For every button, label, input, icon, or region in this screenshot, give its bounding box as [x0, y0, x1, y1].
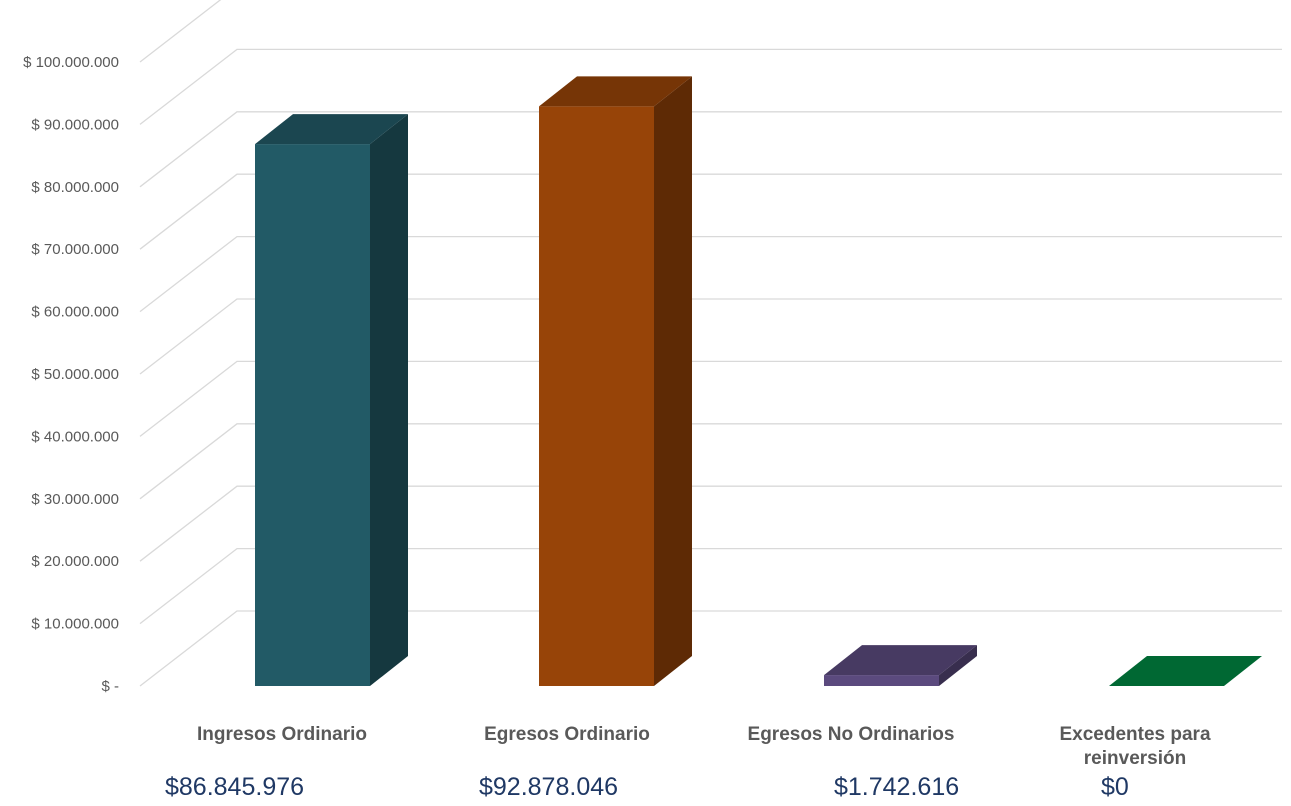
category-labels: Ingresos Ordinario Egresos Ordinario Egres… [197, 724, 1211, 769]
bar-top [1109, 656, 1262, 686]
y-tick-label: $ 90.000.000 [31, 116, 119, 133]
bar-top [824, 645, 977, 676]
data-value-label: $92.878.046 [479, 773, 618, 801]
gridline [139, 423, 1282, 500]
data-value-label: $0 [1101, 773, 1129, 801]
value-labels: $86.845.976 $92.878.046 $1.742.616 $0 [165, 773, 1129, 801]
y-tick-label: $ 60.000.000 [31, 304, 119, 321]
bar-top [539, 76, 692, 107]
bar-side [370, 114, 408, 687]
gridline [139, 485, 1282, 562]
gridline [139, 547, 1282, 625]
bar [824, 645, 977, 686]
y-tick-label: $ 70.000.000 [31, 241, 119, 258]
gridlines [139, 0, 1282, 687]
bar [255, 114, 408, 687]
bar [1109, 656, 1262, 686]
bar [539, 76, 692, 686]
bar-front [255, 144, 370, 687]
bar-side [654, 76, 692, 686]
y-axis-tick-labels: $ - $ 10.000.000 $ 20.000.000 $ 30.000.000 $… [23, 54, 119, 695]
y-tick-label: $ 50.000.000 [31, 366, 119, 383]
category-label: Egresos Ordinario [484, 724, 650, 745]
category-label: Egresos No Ordinarios [748, 724, 955, 745]
bar-side [939, 645, 977, 686]
bar-front [539, 106, 654, 686]
y-tick-label: $ 100.000.000 [23, 54, 119, 71]
bar-top [255, 114, 408, 145]
gridline [139, 48, 1282, 125]
data-value-label: $1.742.616 [834, 773, 959, 801]
gridline [139, 360, 1282, 437]
gridline [139, 610, 1282, 687]
category-label: reinversión [1084, 748, 1186, 769]
data-value-label: $86.845.976 [165, 773, 304, 801]
gridline [139, 235, 1282, 313]
bars [255, 76, 1262, 687]
y-tick-label: $ 80.000.000 [31, 179, 119, 196]
y-tick-label: $ 30.000.000 [31, 491, 119, 508]
y-tick-label: $ - [101, 678, 119, 695]
bar-front [824, 675, 939, 686]
y-tick-label: $ 10.000.000 [31, 616, 119, 633]
y-tick-label: $ 40.000.000 [31, 428, 119, 445]
gridline [139, 298, 1282, 375]
gridline [139, 0, 222, 63]
category-label: Ingresos Ordinario [197, 724, 367, 745]
gridline [139, 111, 1282, 188]
y-tick-label: $ 20.000.000 [31, 553, 119, 570]
gridline [139, 173, 1282, 250]
category-label: Excedentes para [1059, 724, 1210, 745]
